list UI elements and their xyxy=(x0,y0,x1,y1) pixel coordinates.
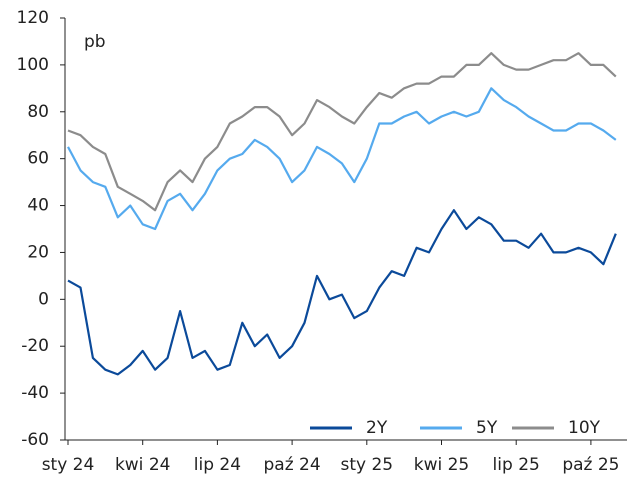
y-tick-label: 80 xyxy=(27,102,49,122)
legend-label: 10Y xyxy=(568,418,601,438)
unit-annotation: pb xyxy=(84,32,106,52)
x-tick-label: lip 24 xyxy=(194,455,241,475)
y-tick-label: -60 xyxy=(21,430,49,450)
y-tick-label: 20 xyxy=(27,242,49,262)
x-tick-label: paź 25 xyxy=(562,455,619,475)
legend-label: 5Y xyxy=(476,418,498,438)
y-tick-label: 100 xyxy=(17,55,49,75)
x-tick-label: sty 25 xyxy=(340,455,393,475)
y-tick-label: 120 xyxy=(17,8,49,28)
y-tick-label: 60 xyxy=(27,149,49,169)
x-tick-label: sty 24 xyxy=(42,455,95,475)
series-line xyxy=(67,52,617,212)
x-tick-label: paź 24 xyxy=(264,455,321,475)
y-tick-label: 40 xyxy=(27,196,49,216)
x-tick-label: kwi 24 xyxy=(115,455,171,475)
y-tick-label: -40 xyxy=(21,383,49,403)
y-tick-label: -20 xyxy=(21,336,49,356)
x-tick-label: kwi 25 xyxy=(414,455,470,475)
legend-label: 2Y xyxy=(366,418,388,438)
series-line xyxy=(67,209,617,376)
y-tick-label: 0 xyxy=(38,289,49,309)
series-line xyxy=(67,87,617,231)
x-tick-label: lip 25 xyxy=(493,455,540,475)
